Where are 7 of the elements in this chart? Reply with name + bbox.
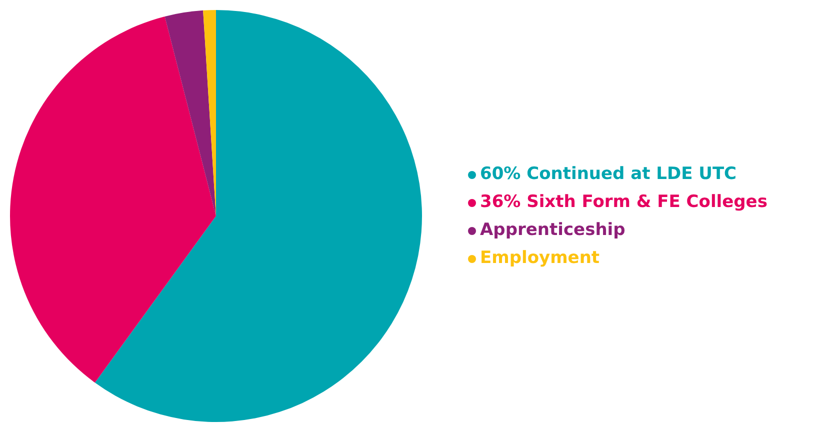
legend-label: Employment: [480, 248, 600, 268]
legend-label: Apprenticeship: [480, 220, 626, 240]
pie-slice: [164, 10, 216, 216]
pie-slice: [10, 16, 216, 383]
legend-label: 60% Continued at LDE UTC: [480, 164, 737, 184]
pie-slice: [94, 10, 422, 422]
legend-label: 36% Sixth Form & FE Colleges: [480, 192, 768, 212]
